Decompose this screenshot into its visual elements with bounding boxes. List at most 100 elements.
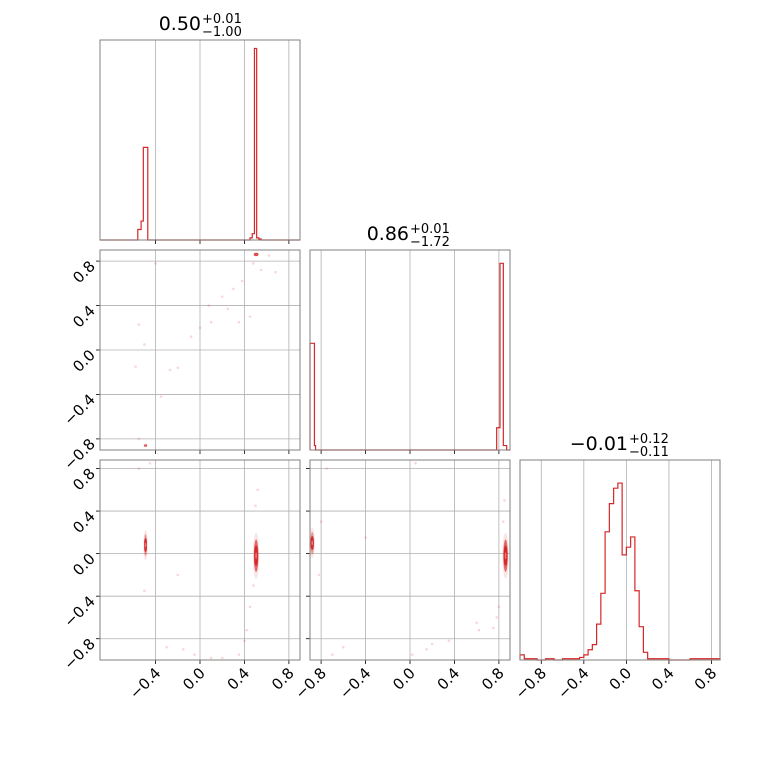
density-peak: [504, 552, 507, 560]
sample-point: [134, 365, 137, 368]
panel-r2-c2-frame: [309, 249, 511, 451]
sample-point: [165, 645, 168, 649]
sample-point: [325, 467, 328, 470]
sample-point: [477, 628, 481, 632]
x-tick-label-param-3-4: 0.8: [691, 664, 721, 694]
marks-layer: [100, 47, 721, 661]
x-tick-label-param-1-1: 0.0: [179, 664, 209, 694]
y-tick-label-param-3-1: −0.4: [60, 592, 98, 630]
panel-r2-c1-frame: [99, 249, 301, 451]
sample-point: [330, 653, 334, 656]
sample-point: [237, 320, 241, 324]
title-param-1-lower: −1.00: [202, 25, 242, 40]
x-tick-label-param-3-3: 0.4: [648, 664, 678, 694]
density-peak: [255, 253, 257, 256]
text-layer: 0.50 +0.01 −1.00 0.86 +0.01 −1.72 −0.01 …: [60, 12, 720, 703]
x-tick-label-param-2-4: 0.8: [478, 664, 508, 694]
sample-point: [176, 573, 180, 577]
histogram-param-3: [519, 482, 721, 661]
sample-point: [259, 268, 263, 272]
sample-point: [495, 616, 498, 619]
sample-point: [252, 584, 255, 587]
sample-point: [154, 262, 157, 265]
x-tick-label-param-2-2: 0.0: [389, 664, 419, 694]
pair-1-3: [137, 461, 260, 660]
sample-point: [503, 499, 506, 502]
density-peak: [311, 540, 314, 546]
sample-point: [209, 320, 213, 324]
sample-point: [256, 488, 260, 492]
y-tick-label-param-2-1: −0.4: [60, 391, 98, 429]
sample-point: [237, 653, 241, 656]
sample-point: [430, 642, 434, 646]
sample-point: [414, 461, 417, 465]
sample-point: [137, 467, 141, 470]
sample-point: [317, 573, 321, 577]
sample-point: [252, 262, 255, 265]
sample-point: [274, 270, 277, 274]
title-param-1-value: 0.50: [159, 13, 201, 35]
grid-layer: [100, 40, 712, 660]
sample-point: [176, 366, 180, 370]
x-tick-label-param-2-1: −0.4: [336, 664, 374, 702]
density-peak: [144, 542, 147, 548]
sample-point: [209, 656, 213, 660]
sample-point: [168, 368, 172, 372]
sample-point: [148, 461, 152, 465]
x-tick-label-param-1-2: 0.4: [224, 664, 254, 694]
y-tick-label-param-3-2: 0.0: [69, 550, 99, 580]
x-tick-label-param-3-1: −0.4: [554, 664, 592, 702]
sample-point: [492, 626, 495, 630]
sample-point: [193, 653, 196, 656]
sample-point: [189, 335, 193, 338]
sample-point: [342, 645, 345, 649]
sample-point: [502, 520, 505, 524]
y-tick-label-param-2-4: 0.8: [69, 257, 99, 287]
panel-r3-c2-grid: [310, 460, 510, 660]
histogram-param-1: [100, 47, 300, 241]
sample-point: [267, 254, 271, 257]
density-peak: [255, 552, 257, 560]
y-tick-label-param-2-3: 0.4: [69, 302, 99, 332]
sample-point: [497, 605, 501, 609]
frames-layer: [96, 39, 721, 664]
panel-r2-c2-grid: [320, 250, 500, 450]
sample-point: [159, 395, 163, 398]
pair-1-2: [134, 252, 277, 448]
sample-point: [425, 648, 428, 651]
panel-r3-c3-frame: [519, 459, 721, 661]
title-param-2-lower: −1.72: [410, 235, 450, 250]
x-tick-label-param-1-0: −0.4: [126, 664, 164, 702]
sample-point: [137, 437, 141, 441]
title-param-3-lower: −0.11: [629, 445, 669, 460]
sample-point: [137, 323, 141, 326]
x-tick-label-param-3-0: −0.8: [512, 664, 550, 702]
histogram-param-2: [309, 262, 510, 451]
x-tick-label-param-2-0: −0.8: [291, 664, 329, 702]
y-tick-label-param-3-3: 0.4: [69, 507, 99, 537]
title-param-1-upper: +0.01: [202, 12, 242, 27]
sample-point: [248, 605, 252, 609]
sample-point: [226, 307, 230, 311]
title-param-2-value: 0.86: [367, 223, 409, 245]
sample-point: [143, 343, 146, 346]
sample-point: [207, 304, 211, 307]
panel-r3-c2-frame: [309, 459, 511, 661]
title-param-3-value: −0.01: [570, 433, 628, 455]
sample-point: [220, 656, 224, 660]
pair-2-3: [310, 461, 509, 656]
y-tick-label-param-3-0: −0.8: [60, 635, 98, 673]
sample-point: [475, 621, 478, 625]
sample-point: [243, 639, 246, 643]
y-tick-label-param-2-0: −0.8: [60, 435, 98, 473]
density-peak: [144, 444, 147, 447]
panel-r3-c1-frame: [99, 459, 301, 661]
panel-r3-c3-grid: [540, 460, 712, 660]
panel-r3-c1-grid: [100, 460, 300, 660]
x-tick-label-param-3-2: 0.0: [606, 664, 636, 694]
panel-r2-c1-grid: [100, 250, 300, 450]
sample-point: [245, 628, 248, 632]
sample-point: [248, 315, 252, 318]
sample-point: [232, 287, 235, 291]
